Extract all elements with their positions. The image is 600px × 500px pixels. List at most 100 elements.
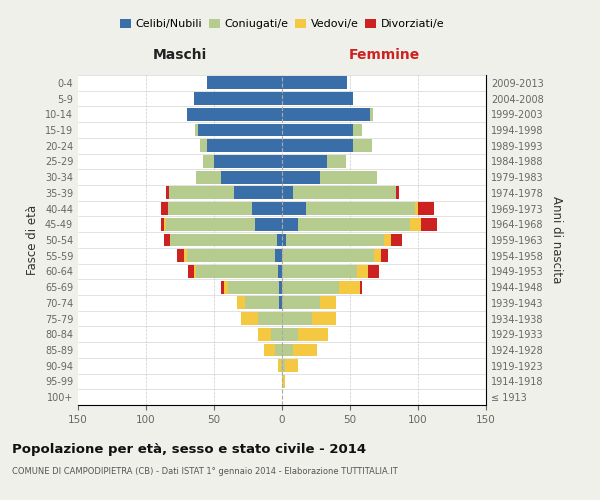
Bar [161,218,164,230]
Y-axis label: Anni di nascita: Anni di nascita [550,196,563,284]
Bar [235,186,282,200]
Bar [277,234,282,246]
Bar [282,344,293,356]
Bar [279,296,282,310]
Bar [166,186,169,200]
Bar [170,234,277,246]
Bar [285,360,298,372]
Bar [320,296,337,310]
Bar [339,280,359,293]
Bar [255,218,282,230]
Bar [298,328,328,340]
Bar [257,328,271,340]
Bar [384,234,391,246]
Bar [271,328,282,340]
Bar [227,280,279,293]
Text: COMUNE DI CAMPODIPIETRA (CB) - Dati ISTAT 1° gennaio 2014 - Elaborazione TUTTITA: COMUNE DI CAMPODIPIETRA (CB) - Dati ISTA… [12,468,398,476]
Bar [415,202,418,215]
Bar [196,265,278,278]
Bar [282,155,327,168]
Bar [327,155,346,168]
Bar [184,250,187,262]
Text: Femmine: Femmine [349,48,419,62]
Bar [282,170,320,183]
Bar [359,280,362,293]
Bar [282,328,298,340]
Bar [241,312,257,325]
Bar [161,202,168,215]
Bar [203,155,214,168]
Bar [282,250,374,262]
Text: Popolazione per età, sesso e stato civile - 2014: Popolazione per età, sesso e stato civil… [12,442,366,456]
Bar [353,140,372,152]
Bar [282,218,298,230]
Bar [214,155,282,168]
Bar [353,124,362,136]
Bar [224,280,227,293]
Bar [282,76,347,90]
Bar [195,124,197,136]
Bar [368,265,379,278]
Bar [194,92,282,105]
Bar [278,265,282,278]
Bar [293,186,396,200]
Bar [282,108,370,120]
Bar [282,296,320,310]
Bar [166,218,255,230]
Bar [282,312,312,325]
Bar [278,360,281,372]
Bar [164,218,166,230]
Bar [307,202,415,215]
Bar [381,250,388,262]
Bar [237,296,245,310]
Bar [282,124,353,136]
Bar [282,280,339,293]
Bar [188,265,194,278]
Bar [168,202,252,215]
Bar [282,375,285,388]
Bar [164,234,170,246]
Bar [207,140,282,152]
Bar [177,250,184,262]
Bar [282,360,285,372]
Bar [245,296,279,310]
Bar [257,312,282,325]
Bar [252,202,282,215]
Bar [357,265,368,278]
Bar [396,186,399,200]
Bar [410,218,421,230]
Y-axis label: Fasce di età: Fasce di età [26,205,39,275]
Bar [374,250,381,262]
Bar [282,92,353,105]
Bar [200,140,207,152]
Bar [293,344,317,356]
Bar [265,344,275,356]
Bar [169,186,235,200]
Bar [282,202,307,215]
Bar [197,124,282,136]
Bar [275,250,282,262]
Bar [312,312,337,325]
Bar [282,140,353,152]
Bar [418,202,434,215]
Bar [281,360,282,372]
Bar [221,170,282,183]
Bar [196,170,221,183]
Bar [282,234,286,246]
Bar [421,218,437,230]
Bar [194,265,196,278]
Bar [221,280,224,293]
Bar [320,170,377,183]
Bar [187,250,275,262]
Bar [279,280,282,293]
Bar [187,108,282,120]
Bar [207,76,282,90]
Bar [370,108,373,120]
Bar [282,265,357,278]
Bar [286,234,384,246]
Bar [298,218,410,230]
Legend: Celibi/Nubili, Coniugati/e, Vedovi/e, Divorziati/e: Celibi/Nubili, Coniugati/e, Vedovi/e, Di… [115,14,449,34]
Bar [275,344,282,356]
Text: Maschi: Maschi [153,48,207,62]
Bar [391,234,401,246]
